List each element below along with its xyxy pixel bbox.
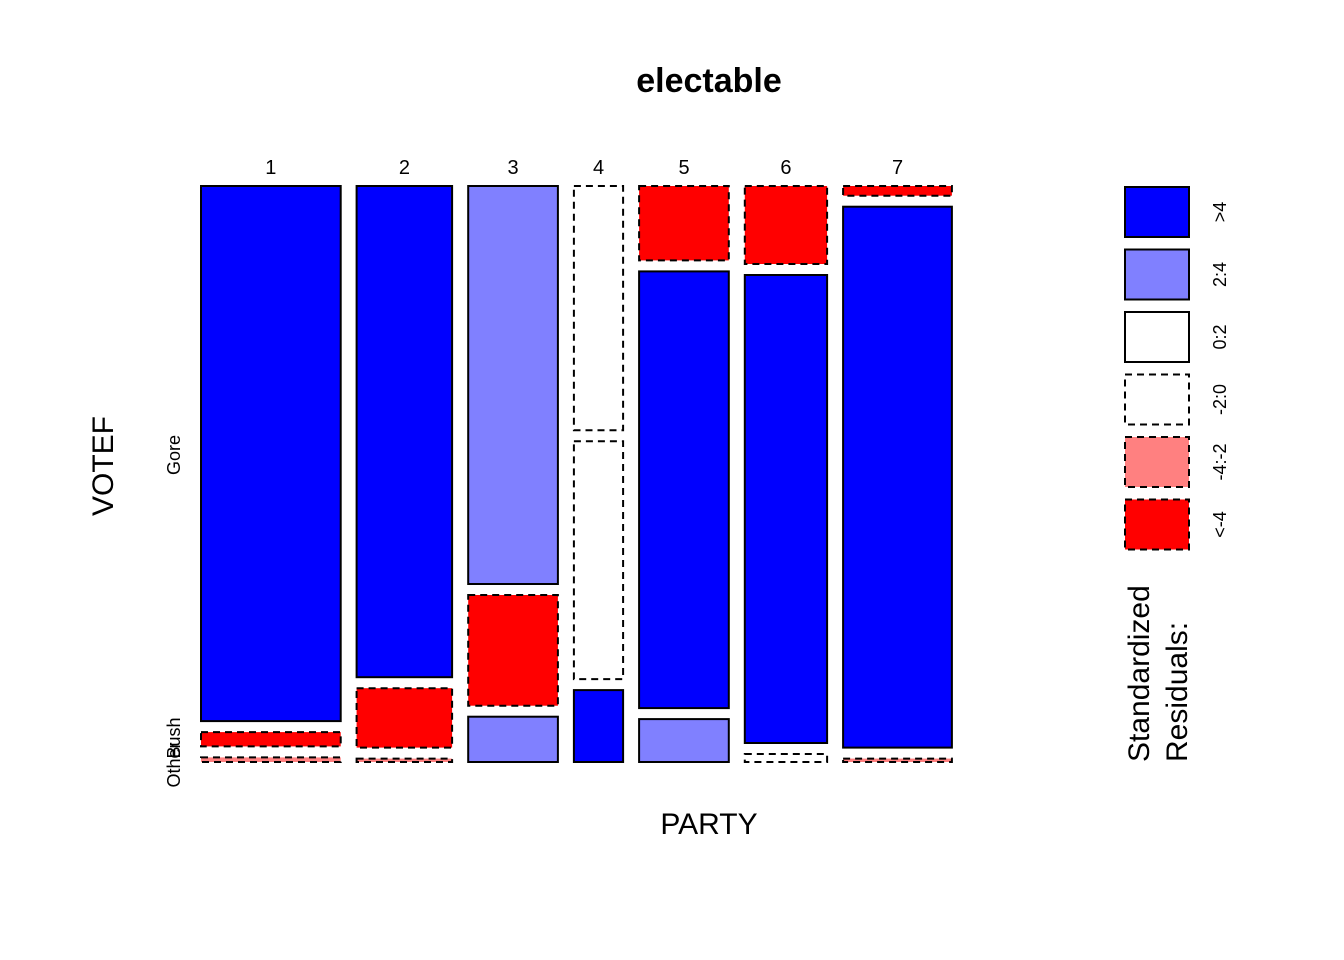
cell-party-1-bush	[201, 732, 341, 746]
legend-title-line-2: Residuals:	[1161, 622, 1194, 762]
cell-party-3-bush	[468, 595, 558, 706]
cell-party-6-bush	[745, 275, 827, 743]
cell-party-5-other	[639, 719, 729, 762]
x-tick-label: 3	[507, 157, 518, 179]
x-tick-label: 6	[780, 157, 791, 179]
y-axis-label: VOTEF	[87, 416, 120, 516]
cell-party-3-gore	[468, 186, 558, 584]
chart-title: electable	[636, 62, 782, 100]
cell-party-3-other	[468, 717, 558, 762]
x-tick-label: 2	[399, 157, 410, 179]
legend-label: -4:-2	[1210, 443, 1230, 480]
legend-label: <-4	[1210, 511, 1230, 538]
legend-label: >4	[1210, 202, 1230, 223]
cell-party-7-gore	[843, 186, 952, 196]
legend-swatch	[1125, 375, 1189, 425]
x-tick-label: 7	[892, 157, 903, 179]
x-axis-label: PARTY	[660, 808, 757, 841]
cell-party-7-bush	[843, 207, 952, 748]
legend-swatch	[1125, 250, 1189, 300]
y-tick-label-bush: Bush	[164, 717, 184, 758]
cell-party-1-other	[201, 757, 341, 762]
cell-party-4-bush	[574, 441, 623, 679]
y-tick-label-gore: Gore	[164, 435, 184, 475]
legend-swatch	[1125, 500, 1189, 550]
cell-party-6-gore	[745, 186, 827, 264]
legend: Standardized Residuals: >4 2:4 0:2 -2:0 -4:-…	[1123, 187, 1230, 762]
legend-title-line-1: Standardized	[1123, 585, 1156, 762]
legend-swatch	[1125, 312, 1189, 362]
legend-label: -2:0	[1210, 384, 1230, 415]
x-tick-labels: 1 2 3 4 5 6 7	[265, 157, 903, 179]
cell-party-5-gore	[639, 186, 729, 260]
x-tick-label: 5	[678, 157, 689, 179]
legend-label: 2:4	[1210, 262, 1230, 287]
cell-party-7-other	[843, 759, 952, 762]
cell-party-1-gore	[201, 186, 341, 721]
cell-party-2-other	[357, 759, 453, 762]
cell-party-6-other	[745, 754, 827, 762]
cell-party-4-other	[574, 690, 623, 762]
x-tick-label: 1	[265, 157, 276, 179]
cell-party-4-gore	[574, 186, 623, 430]
x-tick-label: 4	[593, 157, 604, 179]
mosaic-cells	[201, 186, 952, 762]
legend-label: 0:2	[1210, 324, 1230, 349]
cell-party-5-bush	[639, 271, 729, 708]
legend-swatch	[1125, 187, 1189, 237]
cell-party-2-bush	[357, 688, 453, 747]
cell-party-2-gore	[357, 186, 453, 677]
legend-swatch	[1125, 437, 1189, 487]
